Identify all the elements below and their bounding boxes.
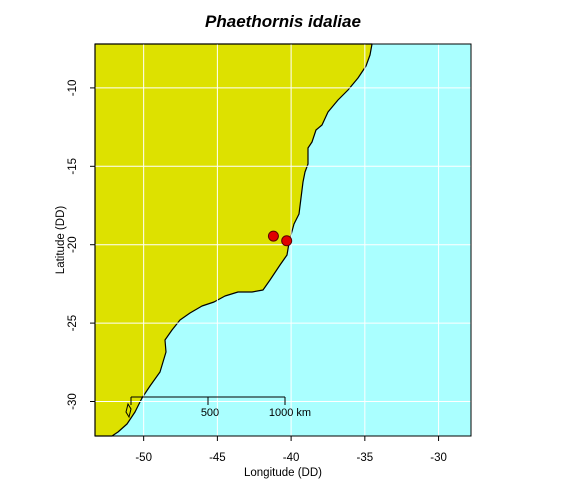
small-island [125, 402, 132, 419]
plot-frame [94, 43, 472, 437]
x-tick-label: -40 [283, 452, 300, 464]
y-tick-label: -30 [67, 393, 79, 410]
x-tick-label: -30 [430, 452, 447, 464]
occurrence-point [281, 235, 293, 247]
occurrence-point [267, 230, 279, 242]
x-axis: -50 -45 -40 -35 -30 [135, 436, 447, 464]
y-tick-label: -10 [67, 80, 79, 97]
scale-bar: 500 1000 km [130, 396, 311, 419]
x-tick-label: -45 [209, 452, 226, 464]
scale-bar-label-500: 500 [201, 407, 219, 419]
x-axis-label: Longitude (DD) [244, 467, 322, 479]
map-title: Phaethornis idaliae [205, 12, 361, 31]
y-tick-label: -20 [67, 236, 79, 253]
y-tick-label: -25 [67, 315, 79, 332]
occurrence-points [267, 230, 293, 247]
scale-bar-label-1000: 1000 km [269, 407, 311, 419]
y-tick-label: -15 [67, 158, 79, 175]
grid-lines [95, 44, 471, 436]
x-tick-label: -50 [135, 452, 152, 464]
x-tick-label: -35 [357, 452, 374, 464]
land-mass [94, 43, 373, 437]
plot-area [94, 43, 471, 437]
y-axis: -10 -15 -20 -25 -30 [67, 80, 95, 410]
y-axis-label: Latitude (DD) [55, 206, 67, 275]
